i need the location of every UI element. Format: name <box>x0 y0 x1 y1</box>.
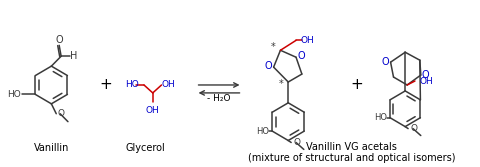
Text: OH: OH <box>162 80 175 90</box>
Text: HO: HO <box>256 127 269 136</box>
Text: Vanillin VG acetals
(mixture of structural and optical isomers): Vanillin VG acetals (mixture of structur… <box>248 142 456 163</box>
Text: OH: OH <box>146 106 160 115</box>
Text: O: O <box>293 138 300 147</box>
Text: O: O <box>57 109 64 118</box>
Text: Vanillin: Vanillin <box>34 143 69 153</box>
Text: *: * <box>271 42 276 52</box>
Text: OH: OH <box>301 36 314 45</box>
Text: HO: HO <box>7 90 21 99</box>
Text: *: * <box>279 79 284 89</box>
Text: O: O <box>55 35 63 45</box>
Text: HO: HO <box>374 113 387 122</box>
Text: +: + <box>350 77 363 93</box>
Text: O: O <box>265 61 273 71</box>
Text: Glycerol: Glycerol <box>125 143 165 153</box>
Text: H: H <box>70 51 77 61</box>
Text: - H₂O: - H₂O <box>207 94 231 103</box>
Text: O: O <box>382 57 389 67</box>
Text: HO: HO <box>125 80 139 90</box>
Text: O: O <box>422 70 430 80</box>
Text: OH: OH <box>420 76 433 86</box>
Text: +: + <box>99 77 112 93</box>
Text: O: O <box>297 51 305 61</box>
Text: O: O <box>410 124 417 133</box>
